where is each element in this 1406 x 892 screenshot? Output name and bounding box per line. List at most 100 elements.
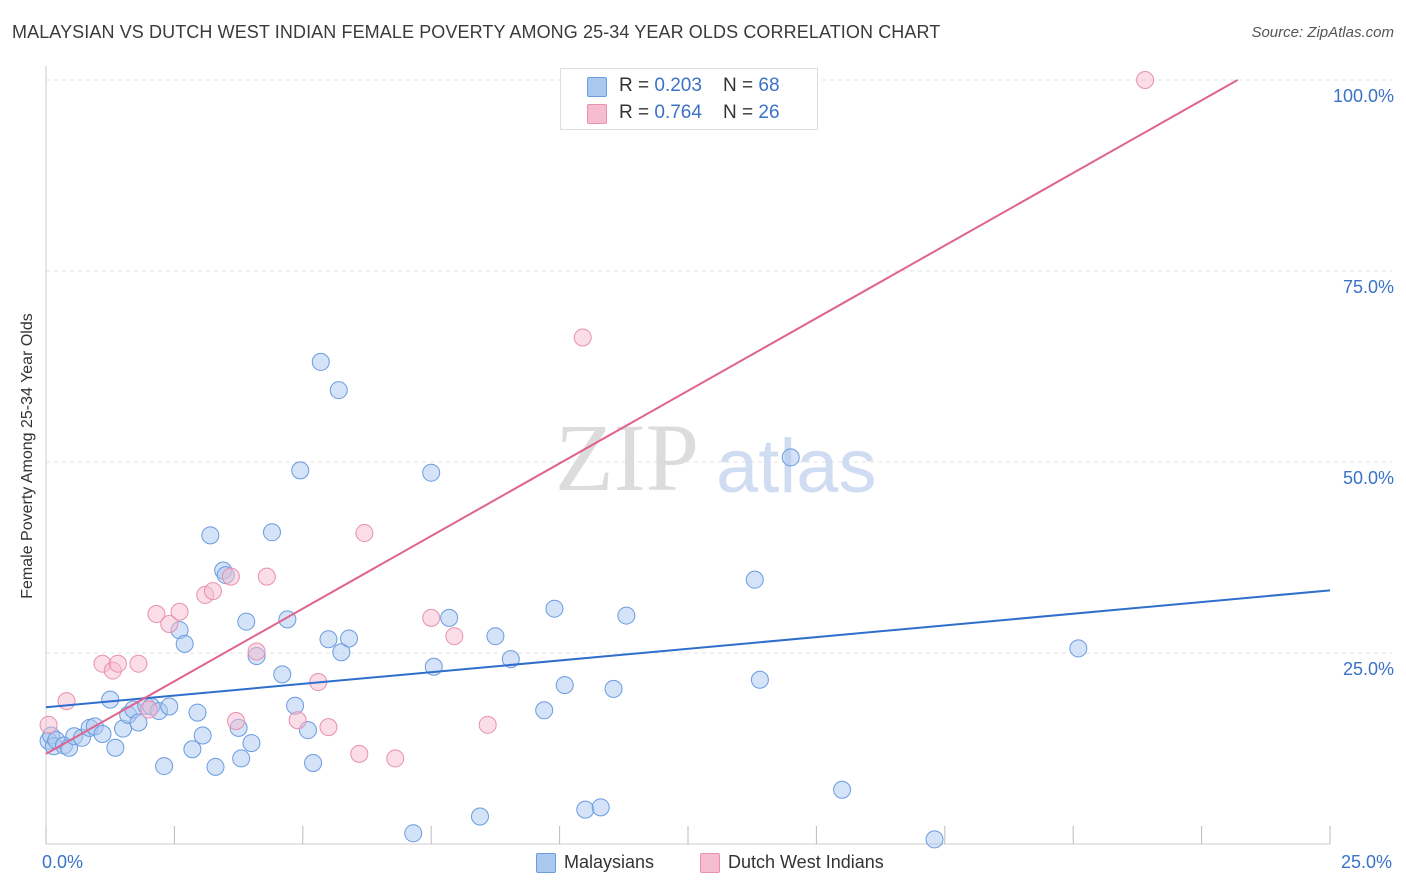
malaysians-point bbox=[262, 523, 281, 542]
malaysians-point bbox=[232, 749, 251, 768]
malaysians-point bbox=[501, 650, 520, 669]
series-swatch-dutch bbox=[700, 853, 720, 873]
malaysians-point bbox=[486, 627, 505, 646]
malaysians-point bbox=[237, 612, 256, 631]
dutch-west-indians-point bbox=[147, 605, 166, 624]
malaysians-point bbox=[160, 697, 179, 716]
x-tick-label-max: 25.0% bbox=[1340, 852, 1392, 872]
legend-r-label: R = bbox=[619, 102, 655, 123]
chart-title: MALAYSIAN VS DUTCH WEST INDIAN FEMALE PO… bbox=[12, 22, 941, 42]
malaysians-point bbox=[555, 676, 574, 695]
dutch-west-indians-point bbox=[1136, 71, 1155, 89]
malaysians-point bbox=[175, 634, 194, 653]
malaysians-point bbox=[545, 599, 564, 618]
watermark-zip: ZIP bbox=[555, 404, 699, 511]
legend-n-label: N = bbox=[723, 102, 759, 123]
malaysians-point bbox=[404, 824, 423, 843]
dutch-west-indians-point bbox=[170, 602, 189, 621]
series-legend: Malaysians Dutch West Indians bbox=[0, 852, 1406, 876]
malaysians-point bbox=[925, 830, 944, 849]
malaysians-point bbox=[332, 643, 351, 662]
malaysians-point bbox=[206, 757, 225, 776]
dutch-west-indians-point bbox=[108, 654, 127, 673]
dutch-west-indians-point bbox=[422, 608, 441, 627]
malaysians-point bbox=[311, 352, 330, 371]
malaysians-point bbox=[319, 630, 338, 649]
malaysians-point bbox=[242, 734, 261, 753]
dutch-west-indians-point bbox=[247, 642, 266, 661]
legend-n-value: 26 bbox=[758, 102, 780, 123]
source-credit: Source: ZipAtlas.com bbox=[1251, 24, 1394, 41]
malaysians-point bbox=[273, 665, 292, 684]
legend-swatch-malaysians bbox=[587, 77, 607, 97]
dutch-west-indians-point bbox=[221, 567, 240, 586]
malaysians-point bbox=[470, 807, 489, 826]
watermark: ZIP atlas bbox=[555, 404, 877, 511]
malaysians-point bbox=[188, 703, 207, 722]
dutch-west-indians-point bbox=[39, 715, 58, 734]
dutch-west-indians-trend-line bbox=[45, 79, 1239, 755]
dutch-west-indians-point bbox=[288, 711, 307, 730]
malaysians-point bbox=[591, 798, 610, 817]
legend-r-value: 0.203 bbox=[654, 75, 702, 96]
malaysians-point bbox=[193, 726, 212, 745]
dutch-west-indians-point bbox=[386, 749, 405, 768]
dutch-west-indians-point bbox=[203, 582, 222, 601]
dutch-west-indians-point bbox=[355, 524, 374, 543]
malaysians-point bbox=[422, 463, 441, 482]
dutch-west-indians-point bbox=[129, 654, 148, 673]
malaysians-point bbox=[440, 608, 459, 627]
malaysians-point bbox=[781, 448, 800, 467]
malaysians-point bbox=[183, 740, 202, 759]
y-tick-label: 50.0% bbox=[1342, 468, 1394, 488]
grid-lines bbox=[46, 79, 1392, 654]
series-label-malaysians: Malaysians bbox=[564, 852, 655, 872]
malaysians-point bbox=[535, 701, 554, 720]
malaysians-point bbox=[101, 690, 120, 709]
malaysians-point bbox=[745, 570, 764, 589]
malaysians-point bbox=[155, 757, 174, 776]
data-points bbox=[39, 71, 1155, 849]
malaysians-point bbox=[304, 754, 323, 773]
dutch-west-indians-point bbox=[57, 692, 76, 711]
y-tick-label: 75.0% bbox=[1342, 277, 1394, 297]
malaysians-point bbox=[129, 713, 148, 732]
malaysians-point bbox=[201, 526, 220, 545]
series-swatch-malaysians bbox=[536, 853, 556, 873]
watermark-atlas: atlas bbox=[716, 424, 877, 509]
legend-r-value: 0.764 bbox=[654, 102, 702, 123]
dutch-west-indians-point bbox=[478, 715, 497, 734]
malaysians-point bbox=[106, 738, 125, 757]
malaysians-point bbox=[340, 629, 359, 648]
correlation-legend: R = 0.203 N = 68 R = 0.764 N = 26 bbox=[560, 68, 818, 130]
legend-swatch-dutch bbox=[587, 104, 607, 124]
x-tick-label-min: 0.0% bbox=[42, 852, 84, 872]
malaysians-point bbox=[291, 461, 310, 480]
dutch-west-indians-point bbox=[350, 744, 369, 763]
dutch-west-indians-point bbox=[139, 700, 158, 719]
dutch-west-indians-point bbox=[257, 567, 276, 586]
dutch-west-indians-point bbox=[573, 328, 592, 347]
axes bbox=[45, 66, 1331, 845]
malaysians-point bbox=[329, 381, 348, 400]
y-tick-label: 25.0% bbox=[1342, 659, 1394, 679]
malaysians-point bbox=[1069, 639, 1088, 658]
dutch-west-indians-point bbox=[445, 627, 464, 646]
legend-r-label: R = bbox=[619, 75, 655, 96]
dutch-west-indians-point bbox=[227, 711, 246, 730]
malaysians-point bbox=[750, 670, 769, 689]
series-label-dutch: Dutch West Indians bbox=[728, 852, 884, 872]
y-tick-label: 100.0% bbox=[1332, 86, 1394, 106]
dutch-west-indians-point bbox=[319, 718, 338, 737]
legend-n-value: 68 bbox=[758, 75, 780, 96]
dutch-west-indians-point bbox=[160, 614, 179, 633]
malaysians-point bbox=[617, 606, 636, 625]
legend-n-label: N = bbox=[723, 75, 759, 96]
malaysians-point bbox=[833, 780, 852, 799]
malaysians-trend-line bbox=[45, 589, 1331, 709]
malaysians-point bbox=[576, 800, 595, 819]
trend-lines bbox=[45, 79, 1331, 755]
malaysians-point bbox=[93, 724, 112, 743]
malaysians-point bbox=[604, 679, 623, 698]
